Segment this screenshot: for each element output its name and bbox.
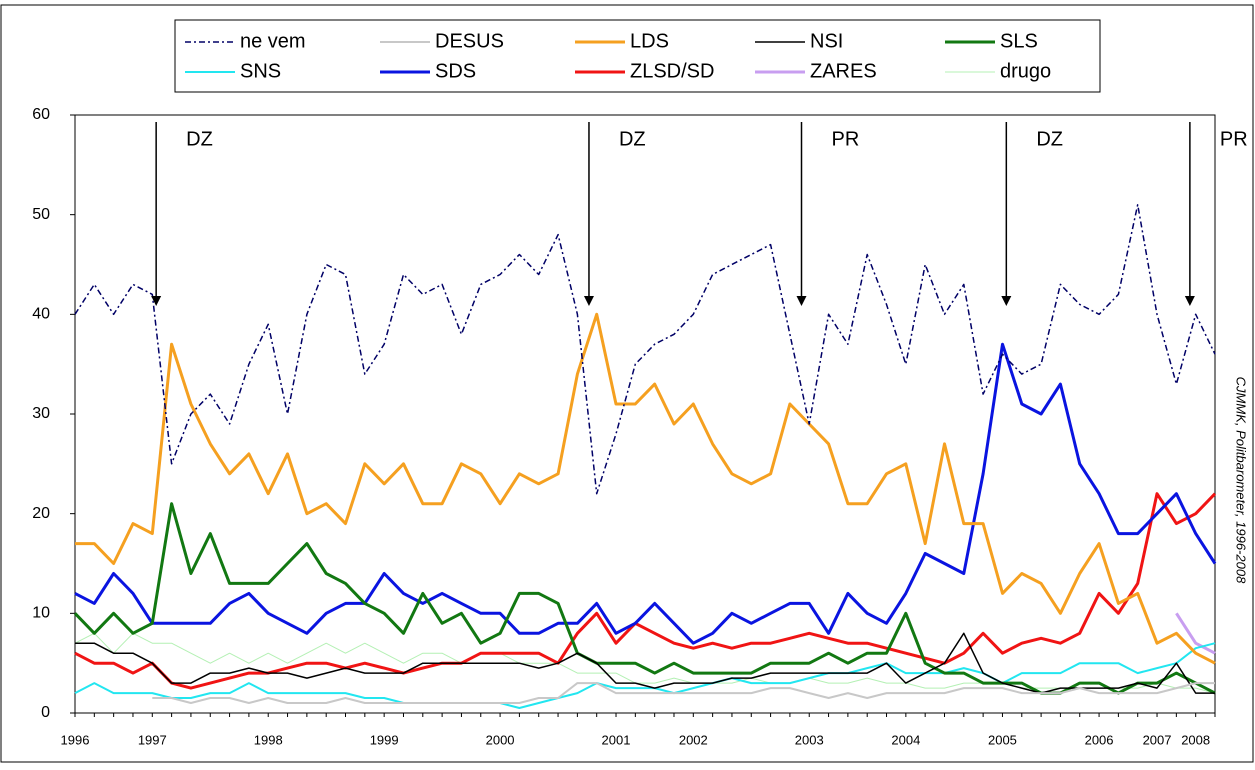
x-tick-label: 2006 [1085,732,1114,747]
y-tick-label: 40 [32,306,50,323]
x-tick-label: 1996 [61,732,90,747]
series-line [1175,612,1216,655]
legend-label: SDS [435,60,476,82]
legend-label: ne vem [240,30,306,52]
annotation-arrowhead [1001,296,1012,306]
y-tick-label: 50 [32,206,50,223]
annotation-arrowhead [1184,296,1195,306]
series-line [75,632,1215,694]
series-line [152,682,1215,704]
x-tick-label: 2005 [988,732,1017,747]
source-note: CJMMK, Politbarometer, 1996-2008 [1234,377,1249,584]
series-line [73,502,1216,695]
x-tick-label: 1998 [254,732,283,747]
chart-frame [0,4,1254,763]
y-tick-label: 10 [32,605,50,622]
annotation-arrowhead [151,296,162,306]
x-tick-label: 1999 [370,732,399,747]
annotation-arrowhead [583,296,594,306]
legend-label: NSI [810,30,843,52]
series-line [75,312,1216,665]
legend-label: ZARES [810,60,877,82]
x-tick-label: 2002 [679,732,708,747]
series-line [74,642,1216,709]
y-tick-label: 20 [32,505,50,522]
series-line [74,203,1216,495]
annotation-label: DZ [1036,128,1063,150]
x-tick-label: 2008 [1181,732,1210,747]
legend-label: SNS [240,60,281,82]
legend-label: ZLSD/SD [630,60,714,82]
x-tick-label: 2004 [891,732,920,747]
x-tick-label: 2001 [602,732,631,747]
legend-label: DESUS [435,30,504,52]
series-line [74,492,1217,690]
legend-box [174,19,1101,93]
y-tick-label: 60 [32,106,50,123]
series-line [74,632,1216,694]
x-tick-label: 2007 [1143,732,1172,747]
x-tick-label: 1997 [138,732,167,747]
annotation-arrowhead [796,296,807,306]
y-tick-label: 30 [32,405,50,422]
annotation-label: DZ [186,128,213,150]
y-tick-label: 0 [41,704,50,721]
legend-label: drugo [1000,60,1051,82]
legend-label: SLS [1000,30,1038,52]
x-tick-label: 2003 [795,732,824,747]
x-tick-label: 2000 [486,732,515,747]
annotation-label: PR [832,128,860,150]
annotation-label: PR [1220,128,1248,150]
series-line [74,342,1217,645]
legend-label: LDS [630,30,669,52]
annotation-label: DZ [619,128,646,150]
